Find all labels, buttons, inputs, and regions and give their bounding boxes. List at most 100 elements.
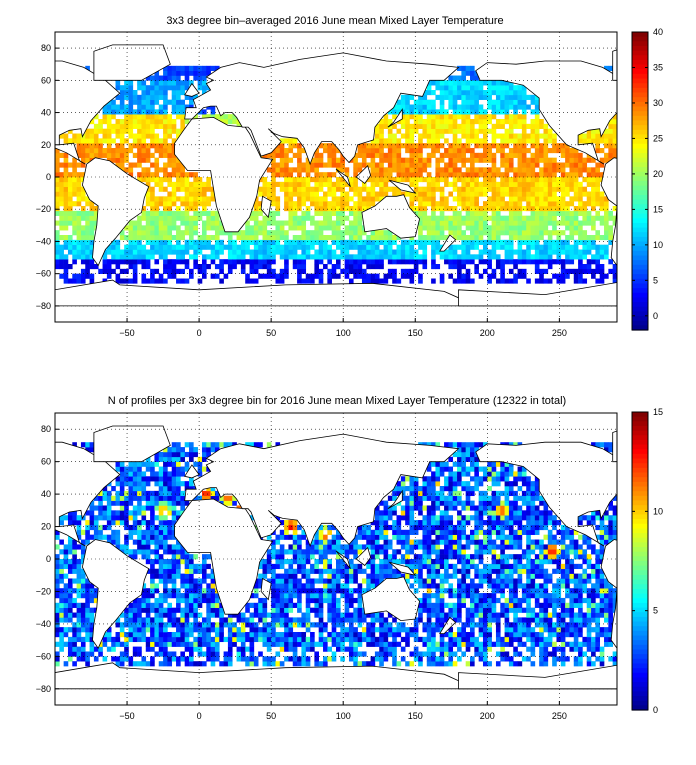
temperature-cell (435, 177, 440, 182)
count-cell (349, 642, 354, 647)
count-cell (128, 608, 133, 613)
temperature-cell (539, 269, 544, 274)
temperature-cell (77, 216, 82, 221)
temperature-cell (293, 182, 298, 187)
temperature-cell (582, 235, 587, 240)
temperature-cell (565, 172, 570, 177)
temperature-cell (457, 76, 462, 81)
count-cell (332, 569, 337, 574)
temperature-cell (453, 85, 458, 90)
temperature-cell (435, 221, 440, 226)
count-cell (163, 544, 168, 549)
temperature-cell (522, 221, 527, 226)
temperature-cell (211, 109, 216, 114)
count-cell (314, 559, 319, 564)
temperature-cell (319, 254, 324, 259)
temperature-cell (552, 201, 557, 206)
temperature-cell (180, 269, 185, 274)
temperature-cell (569, 172, 574, 177)
temperature-cell (55, 196, 60, 201)
temperature-cell (55, 240, 60, 245)
temperature-cell (159, 250, 164, 255)
count-cell (345, 598, 350, 603)
temperature-cell (544, 134, 549, 139)
temperature-cell (474, 172, 479, 177)
temperature-cell (384, 235, 389, 240)
temperature-cell (72, 279, 77, 284)
temperature-cell (496, 264, 501, 269)
count-cell (154, 496, 159, 501)
temperature-cell (531, 196, 536, 201)
temperature-cell (466, 143, 471, 148)
temperature-cell (535, 109, 540, 114)
temperature-cell (587, 216, 592, 221)
temperature-cell (336, 163, 341, 168)
count-cell (332, 651, 337, 656)
count-cell (90, 617, 95, 622)
count-cell (111, 501, 116, 506)
temperature-cell (539, 230, 544, 235)
temperature-cell (405, 254, 410, 259)
temperature-cell (522, 143, 527, 148)
count-cell (336, 608, 341, 613)
temperature-cell (319, 172, 324, 177)
temperature-cell (77, 274, 82, 279)
temperature-cell (496, 100, 501, 105)
temperature-cell (55, 235, 60, 240)
temperature-cell (310, 216, 315, 221)
temperature-cell (133, 225, 138, 230)
temperature-cell (336, 259, 341, 264)
temperature-cell (198, 76, 203, 81)
temperature-cell (198, 85, 203, 90)
temperature-cell (116, 250, 121, 255)
count-cell (167, 525, 172, 530)
count-cell (301, 656, 306, 661)
temperature-cell (310, 187, 315, 192)
temperature-cell (362, 279, 367, 284)
temperature-cell (55, 259, 60, 264)
count-cell (163, 564, 168, 569)
temperature-cell (509, 105, 514, 110)
temperature-cell (448, 274, 453, 279)
temperature-cell (137, 221, 142, 226)
count-cell (336, 569, 341, 574)
temperature-cell (595, 143, 600, 148)
temperature-cell (154, 138, 159, 143)
temperature-cell (371, 177, 376, 182)
count-cell (137, 510, 142, 515)
count-cell (150, 515, 155, 520)
temperature-cell (522, 187, 527, 192)
temperature-cell (604, 206, 609, 211)
temperature-cell (241, 250, 246, 255)
temperature-cell (435, 143, 440, 148)
temperature-cell (288, 225, 293, 230)
temperature-cell (258, 240, 263, 245)
temperature-cell (591, 216, 596, 221)
temperature-cell (608, 211, 613, 216)
temperature-cell (345, 245, 350, 250)
temperature-cell (453, 211, 458, 216)
temperature-cell (176, 76, 181, 81)
temperature-cell (336, 225, 341, 230)
temperature-cell (453, 225, 458, 230)
count-cell (185, 578, 190, 583)
count-cell (319, 535, 324, 540)
temperature-cell (569, 269, 574, 274)
count-cell (336, 637, 341, 642)
temperature-cell (561, 230, 566, 235)
temperature-cell (500, 85, 505, 90)
temperature-cell (193, 250, 198, 255)
count-cell (323, 622, 328, 627)
count-cell (284, 569, 289, 574)
x-tick-label: 0 (197, 328, 202, 338)
temperature-cell (154, 250, 159, 255)
temperature-cell (535, 211, 540, 216)
temperature-cell (384, 172, 389, 177)
temperature-cell (271, 274, 276, 279)
count-cell (167, 569, 172, 574)
count-cell (172, 632, 177, 637)
temperature-cell (431, 216, 436, 221)
count-cell (185, 613, 190, 618)
temperature-cell (371, 167, 376, 172)
temperature-cell (68, 172, 73, 177)
